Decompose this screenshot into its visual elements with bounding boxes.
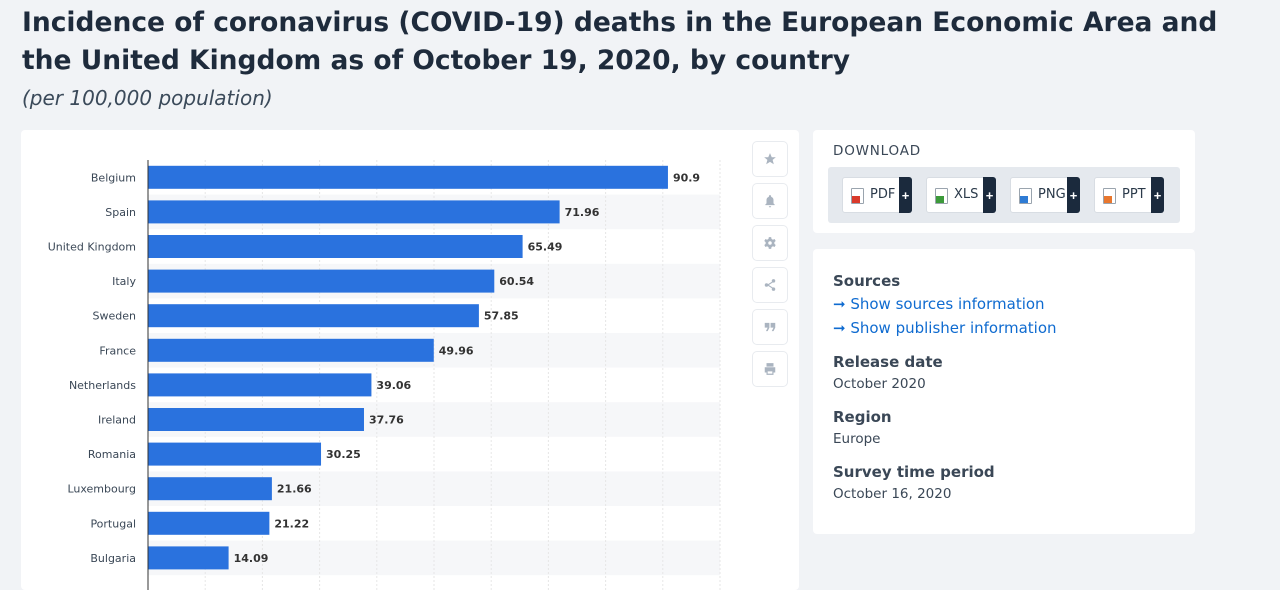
pdf-file-icon <box>851 188 864 204</box>
download-xls-button[interactable]: XLS + <box>926 177 996 213</box>
download-png-label: PNG <box>1038 187 1066 202</box>
category-label: Ireland <box>98 414 136 427</box>
data-label: 49.96 <box>439 344 474 357</box>
data-label: 30.25 <box>326 448 361 461</box>
category-label: Spain <box>105 206 136 219</box>
share-button[interactable] <box>753 268 787 302</box>
download-pdf-label: PDF <box>870 187 896 202</box>
download-pdf-plus[interactable]: + <box>899 177 912 213</box>
bar <box>148 269 495 293</box>
data-label: 21.66 <box>277 483 312 496</box>
data-label: 60.54 <box>499 275 534 288</box>
bar <box>148 235 523 258</box>
page-title: Incidence of coronavirus (COVID-19) deat… <box>22 7 1218 76</box>
category-label: France <box>99 344 136 357</box>
data-label: 71.96 <box>565 206 600 219</box>
settings-button[interactable] <box>753 226 787 260</box>
download-ppt-label: PPT <box>1122 187 1146 202</box>
ppt-file-icon <box>1103 188 1116 204</box>
share-icon <box>764 279 776 291</box>
notification-button[interactable] <box>753 184 787 218</box>
show-sources-link[interactable]: ➞ Show sources information <box>833 295 1045 313</box>
data-label: 57.85 <box>484 310 519 323</box>
data-label: 90.9 <box>673 171 700 184</box>
download-tray: PDF + XLS + PNG + PPT + <box>828 167 1180 223</box>
download-pdf-button[interactable]: PDF + <box>842 177 912 213</box>
survey-period-heading: Survey time period <box>833 463 995 481</box>
bar <box>148 408 364 431</box>
favorite-button[interactable] <box>753 142 787 176</box>
release-date-value: October 2020 <box>833 376 926 392</box>
print-icon <box>764 363 776 375</box>
download-png-plus[interactable]: + <box>1067 177 1080 213</box>
bar <box>148 477 272 501</box>
png-file-icon <box>1019 188 1032 204</box>
bar <box>148 511 270 535</box>
download-ppt-plus[interactable]: + <box>1151 177 1164 213</box>
download-png-button[interactable]: PNG + <box>1010 177 1080 213</box>
category-label: Bulgaria <box>90 552 136 565</box>
show-publisher-link[interactable]: ➞ Show publisher information <box>833 319 1057 337</box>
region-heading: Region <box>833 408 892 426</box>
download-heading: DOWNLOAD <box>833 143 921 159</box>
gear-icon <box>764 237 776 249</box>
data-label: 14.09 <box>234 552 269 565</box>
xls-file-icon <box>935 188 948 204</box>
chart-card: Belgium 90.9 Spain 71.96 United Kingdom 65.49… <box>21 130 799 590</box>
region-value: Europe <box>833 431 881 447</box>
bar <box>148 200 560 224</box>
bar <box>148 442 322 466</box>
download-panel: DOWNLOAD PDF + XLS + PNG + PPT + <box>813 130 1195 233</box>
download-xls-plus[interactable]: + <box>983 177 996 213</box>
data-label: 39.06 <box>376 379 411 392</box>
cite-button[interactable] <box>753 310 787 344</box>
data-label: 37.76 <box>369 414 404 427</box>
bar <box>148 304 479 328</box>
category-label: Luxembourg <box>67 483 136 496</box>
category-label: Belgium <box>91 171 136 184</box>
download-xls-label: XLS <box>954 187 979 202</box>
category-label: Netherlands <box>69 379 136 392</box>
release-date-heading: Release date <box>833 353 943 371</box>
star-icon <box>764 153 776 165</box>
data-label: 65.49 <box>528 241 563 254</box>
download-ppt-button[interactable]: PPT + <box>1094 177 1164 213</box>
sources-heading: Sources <box>833 272 901 290</box>
category-label: Romania <box>88 448 136 461</box>
chart-toolbar <box>753 142 787 394</box>
survey-period-value: October 16, 2020 <box>833 486 952 502</box>
bell-icon <box>765 195 775 208</box>
page-subtitle: (per 100,000 population) <box>22 86 273 110</box>
bar-chart: Belgium 90.9 Spain 71.96 United Kingdom 65.49… <box>48 160 721 590</box>
category-label: Italy <box>112 275 136 288</box>
print-button[interactable] <box>753 352 787 386</box>
category-label: United Kingdom <box>48 241 136 254</box>
statistic-info-panel: Sources ➞ Show sources information ➞ Sho… <box>813 249 1195 534</box>
bar <box>148 165 668 189</box>
data-label: 21.22 <box>274 517 309 530</box>
bar <box>148 373 372 397</box>
bar <box>148 546 229 570</box>
category-label: Sweden <box>93 310 136 323</box>
bar <box>148 338 434 362</box>
category-label: Portugal <box>90 517 136 530</box>
quote-icon <box>764 322 776 332</box>
